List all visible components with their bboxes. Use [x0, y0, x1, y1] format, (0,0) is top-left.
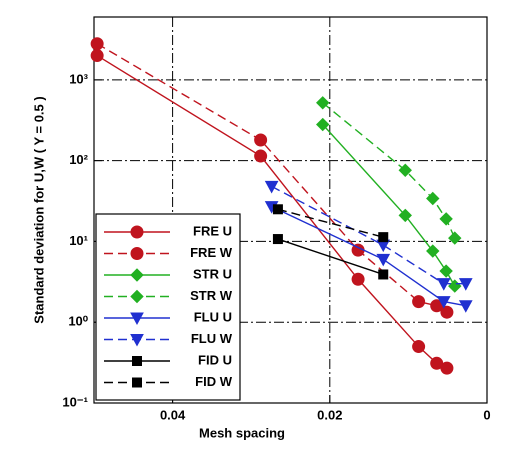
x-axis-label: Mesh spacing	[199, 425, 285, 440]
marker	[458, 300, 473, 313]
series-line	[277, 238, 384, 276]
marker	[90, 37, 104, 51]
legend-label: FRE W	[190, 245, 233, 260]
x-tick-label: 0	[483, 407, 490, 422]
legend-label: FID W	[195, 374, 233, 389]
marker	[376, 253, 391, 267]
legend-box	[95, 213, 241, 401]
marker	[316, 96, 330, 110]
legend-label: STR W	[190, 288, 233, 303]
y-axis-label: Standard deviation for U,W ( Y = 0.5 )	[31, 96, 46, 323]
marker	[132, 356, 142, 366]
marker	[130, 225, 144, 239]
plot-frame	[93, 16, 488, 404]
y-tick-label: 10²	[69, 152, 88, 167]
legend-label: FLU U	[194, 309, 232, 324]
marker	[412, 340, 426, 354]
y-tick-label: 10³	[69, 71, 88, 86]
marker	[436, 278, 451, 291]
marker	[132, 377, 142, 388]
legend: FRE U FRE W STR U STR W FLU U FLU W FID U FID W	[95, 213, 241, 401]
marker	[264, 180, 279, 194]
marker	[130, 268, 144, 282]
marker	[130, 247, 144, 260]
series-line	[277, 208, 384, 238]
y-tick-label: 10⁰	[68, 314, 88, 329]
series-line	[271, 185, 466, 285]
x-tick-label: 0.02	[317, 407, 342, 422]
marker	[272, 234, 283, 245]
marker	[426, 244, 440, 258]
y-tick-label: 10⁻¹	[62, 394, 88, 409]
marker	[351, 272, 365, 286]
marker	[130, 289, 144, 304]
marker	[436, 296, 451, 309]
marker	[90, 49, 104, 63]
x-tick-label: 0.04	[160, 407, 186, 422]
legend-label: FRE U	[193, 223, 232, 238]
marker	[426, 191, 440, 206]
marker	[378, 232, 389, 243]
legend-label: FID U	[198, 352, 232, 367]
marker	[439, 264, 453, 278]
marker	[130, 312, 144, 326]
marker	[412, 295, 426, 309]
marker	[272, 204, 283, 215]
marker	[440, 305, 454, 319]
legend-label: FLU W	[191, 331, 233, 346]
marker	[316, 117, 330, 132]
marker	[458, 278, 473, 291]
marker	[448, 231, 462, 245]
marker	[440, 361, 454, 375]
series-line	[271, 205, 466, 307]
marker	[398, 163, 412, 177]
marker	[398, 208, 412, 223]
marker	[378, 269, 389, 280]
legend-label: STR U	[193, 266, 232, 281]
marker	[254, 149, 268, 163]
marker	[130, 334, 144, 347]
marker	[254, 133, 268, 147]
marker	[439, 212, 453, 226]
y-tick-label: 10¹	[69, 233, 88, 248]
